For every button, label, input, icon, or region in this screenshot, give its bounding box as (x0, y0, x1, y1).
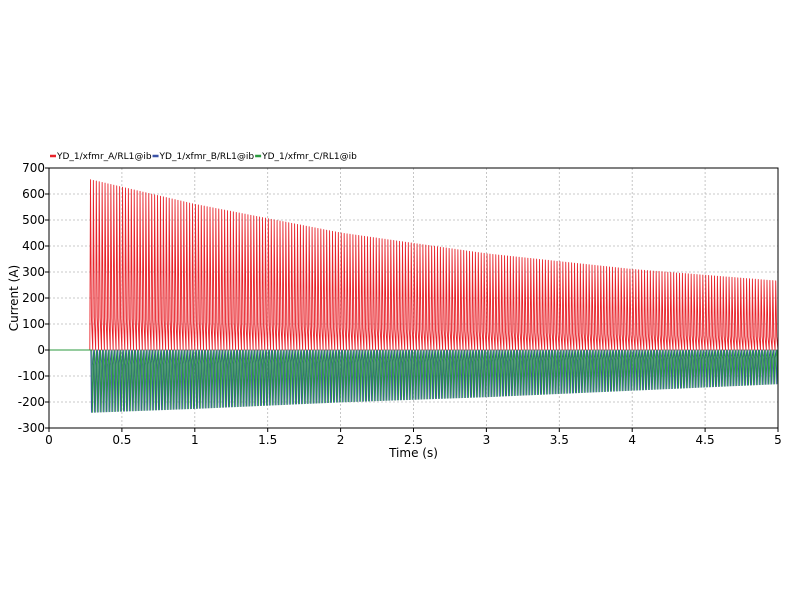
x-tick-label: 3 (483, 433, 491, 447)
x-tick-label: 2.5 (404, 433, 423, 447)
legend-label: YD_1/xfmr_A/RL1@ib (56, 152, 152, 162)
y-tick-label: -100 (18, 369, 45, 383)
series-line-c (49, 349, 779, 413)
series-line-a (49, 179, 779, 351)
x-tick-label: 4.5 (696, 433, 715, 447)
y-axis: 700 600 500 400 300 200 100 0 -100 -200 -300 (18, 161, 49, 435)
x-tick-label: 2 (337, 433, 345, 447)
y-tick-label: 200 (22, 291, 45, 305)
x-tick-label: 0.5 (112, 433, 131, 447)
x-tick-label: 1.5 (258, 433, 277, 447)
y-tick-label: 500 (22, 213, 45, 227)
y-tick-label: 0 (37, 343, 45, 357)
x-tick-label: 1 (191, 433, 199, 447)
y-tick-label: 600 (22, 187, 45, 201)
y-tick-label: -200 (18, 395, 45, 409)
y-tick-label: 300 (22, 265, 45, 279)
series-layer (49, 179, 779, 413)
y-tick-label: 700 (22, 161, 45, 175)
y-axis-title: Current (A) (7, 265, 21, 331)
x-tick-label: 3.5 (550, 433, 569, 447)
x-axis-title: Time (s) (388, 446, 438, 460)
x-tick-label: 0 (45, 433, 53, 447)
y-tick-label: 400 (22, 239, 45, 253)
x-axis: 0 0.5 1 1.5 2 2.5 3 3.5 4 4.5 5 (45, 428, 782, 447)
y-tick-label: 100 (22, 317, 45, 331)
x-tick-label: 5 (774, 433, 782, 447)
legend: YD_1/xfmr_A/RL1@ib YD_1/xfmr_B/RL1@ib YD_1… (50, 152, 357, 162)
y-tick-label: -300 (18, 421, 45, 435)
legend-label: YD_1/xfmr_B/RL1@ib (159, 152, 255, 162)
x-tick-label: 4 (628, 433, 636, 447)
legend-label: YD_1/xfmr_C/RL1@ib (261, 152, 357, 162)
